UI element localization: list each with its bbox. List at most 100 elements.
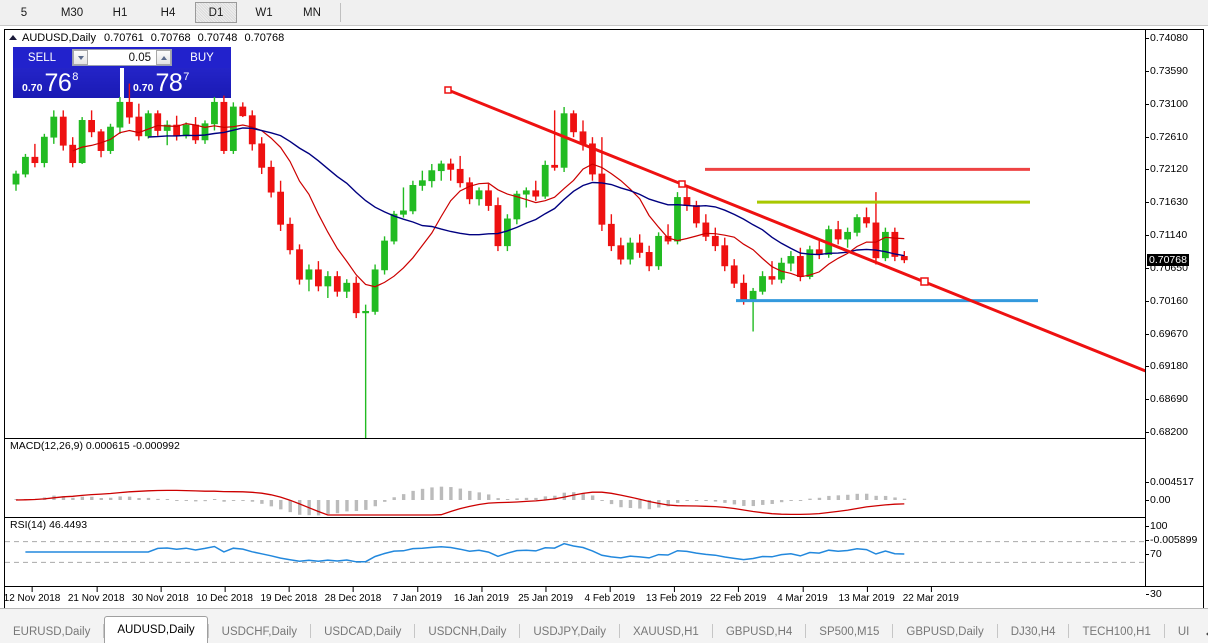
macd-histogram-bar [477, 492, 481, 500]
timeframe-button-w1[interactable]: W1 [255, 6, 273, 19]
macd-histogram-bar [90, 496, 94, 500]
price-tick: 0.72610 [1146, 130, 1188, 143]
candle-body [409, 185, 417, 212]
tab-divider [310, 624, 312, 638]
timeframe-button-h4[interactable]: H4 [160, 6, 176, 19]
price-chart-canvas[interactable] [5, 30, 1146, 438]
macd-histogram-bar [468, 490, 472, 500]
price-tick: 0.73590 [1146, 64, 1188, 77]
macd-histogram-bar [628, 500, 633, 508]
timeframe-button-d1[interactable]: D1 [195, 2, 237, 23]
timeframe-button-h1[interactable]: H1 [112, 6, 128, 19]
chart-tab-audusd-daily[interactable]: AUDUSD,Daily [104, 616, 208, 643]
rsi-line [25, 542, 905, 563]
chevron-up-icon [160, 55, 167, 60]
buy-button[interactable]: BUY [174, 48, 230, 67]
candle-body [844, 231, 851, 240]
candle-body [333, 276, 341, 292]
macd-histogram-bar [165, 499, 170, 500]
volume-increment-button[interactable] [156, 50, 171, 65]
macd-histogram-bar [704, 500, 708, 501]
candle-body [882, 231, 889, 259]
chart-tab-usdjpy-daily[interactable]: USDJPY,Daily [533, 626, 606, 638]
chart-tab-gbpusd-h4[interactable]: GBPUSD,H4 [725, 626, 793, 638]
macd-histogram-bar [827, 495, 831, 500]
candle-body [116, 101, 124, 128]
candle-body [22, 156, 29, 175]
price-tick: 0.71630 [1146, 196, 1188, 209]
volume-value[interactable]: 0.05 [88, 50, 156, 65]
price-pane[interactable] [5, 30, 1146, 438]
macd-histogram-bar [487, 494, 491, 500]
trendline-anchor-mid[interactable] [678, 180, 686, 188]
trendline-anchor-start[interactable] [444, 86, 452, 94]
sell-button[interactable]: SELL [14, 48, 70, 67]
timeframe-button-m30[interactable]: M30 [60, 6, 84, 19]
candle-body [560, 113, 568, 168]
date-tick: 7 Jan 2019 [392, 587, 442, 604]
candle-body [740, 282, 748, 300]
collapse-arrow-icon[interactable] [9, 35, 17, 40]
candle-body [428, 170, 436, 182]
chart-tab-usdcnh-daily[interactable]: USDCNH,Daily [428, 626, 507, 638]
macd-histogram-bar [449, 487, 453, 500]
chart-tab-tech100-h1[interactable]: TECH100,H1 [1082, 626, 1151, 638]
macd-histogram-bar [411, 490, 415, 500]
macd-histogram-bar [326, 500, 330, 515]
trendline-anchor-end[interactable] [920, 277, 929, 286]
timeframe-button-mn[interactable]: MN [303, 6, 321, 19]
chart-tab-usdchf-daily[interactable]: USDCHF,Daily [221, 626, 298, 638]
macd-chart-canvas[interactable] [5, 439, 1146, 517]
candle-body [12, 173, 20, 185]
tab-divider [414, 624, 416, 638]
price-scale[interactable]: 0.74080 0.73590 0.73100 0.72610 0.72120 0.716… [1145, 30, 1203, 621]
date-tick: 4 Mar 2019 [777, 587, 828, 604]
chart-tab-eurusd-daily[interactable]: EURUSD,Daily [13, 626, 91, 638]
macd-tick: 0.00 [1145, 494, 1171, 506]
trendline[interactable] [447, 88, 1146, 380]
rsi-pane[interactable] [5, 518, 1146, 586]
macd-histogram-bar [137, 498, 141, 500]
chart-tab-gbpusd-daily[interactable]: GBPUSD,Daily [906, 626, 984, 638]
rsi-tick: 30 [1146, 588, 1162, 600]
ohlc-close: 0.70768 [244, 31, 285, 44]
macd-histogram-bar [175, 500, 179, 501]
macd-histogram-bar [865, 493, 869, 500]
candle-body [806, 249, 814, 277]
macd-histogram-bar [373, 500, 377, 507]
chart-tab-dj30-h4[interactable]: DJ30,H4 [1010, 626, 1056, 638]
macd-tick: 0.004517 [1146, 476, 1194, 488]
macd-histogram-bar [288, 500, 292, 513]
macd-histogram-bar [789, 500, 793, 501]
volume-stepper[interactable]: 0.05 [72, 49, 172, 66]
tab-divider [519, 624, 521, 638]
macd-signal-line [15, 489, 905, 516]
macd-histogram-bar [496, 498, 500, 500]
candle-body [711, 235, 719, 247]
chart-tab-usdcad-daily[interactable]: USDCAD,Daily [324, 626, 402, 638]
candle-body [589, 143, 596, 175]
macd-pane[interactable] [5, 439, 1146, 517]
macd-histogram-bar [260, 500, 264, 504]
chart-tab-xauusd-h1[interactable]: XAUUSD,H1 [633, 626, 699, 638]
timeframe-button-5[interactable]: 5 [20, 6, 28, 19]
date-tick: 13 Mar 2019 [838, 587, 895, 604]
macd-histogram-bar [222, 500, 226, 502]
candle-body [362, 310, 370, 314]
tab-divider [1163, 624, 1165, 638]
buy-price-box[interactable]: 0.70 78 7 [124, 68, 231, 98]
price-tick: 0.69670 [1146, 327, 1188, 340]
volume-decrement-button[interactable] [73, 50, 88, 65]
scroll-left-icon[interactable] [1206, 629, 1208, 639]
macd-histogram-bar [638, 500, 642, 509]
sell-price-box[interactable]: 0.70 76 8 [13, 68, 120, 98]
macd-histogram-bar [534, 497, 538, 500]
current-price-badge: 0.70768 [1147, 253, 1189, 266]
rsi-chart-canvas[interactable] [5, 518, 1146, 586]
macd-histogram-bar [146, 497, 151, 500]
pane-separator-1 [5, 438, 1203, 439]
candle-body [343, 282, 351, 292]
candle-body [135, 116, 143, 137]
chart-tab-ui[interactable]: UI [1177, 626, 1190, 638]
chart-tab-sp500-m15[interactable]: SP500,M15 [819, 626, 880, 638]
